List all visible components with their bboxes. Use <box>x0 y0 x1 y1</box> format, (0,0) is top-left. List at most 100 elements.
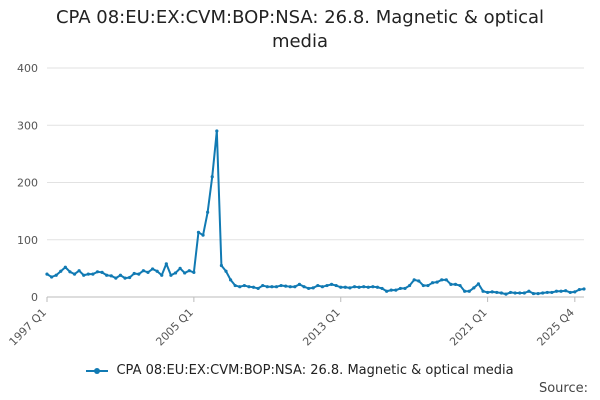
data-point <box>531 291 536 296</box>
data-point <box>196 230 201 234</box>
data-point <box>522 291 526 295</box>
data-point <box>118 273 123 277</box>
data-point <box>128 275 132 280</box>
data-point <box>568 290 572 295</box>
data-point <box>463 289 467 293</box>
data-point <box>178 266 182 270</box>
data-point <box>449 282 453 287</box>
data-point <box>366 285 370 289</box>
data-point <box>495 290 499 295</box>
data-point <box>72 272 77 276</box>
data-point <box>242 283 246 288</box>
data-point <box>582 287 586 291</box>
data-point <box>210 175 214 179</box>
data-point <box>228 278 233 282</box>
data-point <box>334 283 338 288</box>
data-point <box>417 279 421 283</box>
data-point <box>508 290 513 295</box>
data-point <box>86 272 90 276</box>
y-tick-label: 400 <box>17 62 38 75</box>
data-point <box>472 286 476 290</box>
data-point <box>348 286 352 290</box>
data-point <box>541 291 545 295</box>
y-tick-label: 100 <box>17 234 38 247</box>
data-point <box>476 282 481 286</box>
data-point <box>380 286 384 291</box>
data-point <box>173 271 178 275</box>
x-tick-label: 1997 Q1 <box>7 306 50 349</box>
data-point <box>343 285 347 289</box>
data-point <box>527 289 531 293</box>
chart-legend: CPA 08:EU:EX:CVM:BOP:NSA: 26.8. Magnetic… <box>0 363 600 378</box>
legend-line-marker-icon <box>86 366 109 376</box>
data-point <box>238 285 242 289</box>
data-point <box>435 280 439 284</box>
data-point <box>164 262 168 266</box>
x-tick-label: 2013 Q1 <box>300 306 343 349</box>
data-point <box>68 270 72 274</box>
source-label: Source: <box>538 381 588 396</box>
chart-title: CPA 08:EU:EX:CVM:BOP:NSA: 26.8. Magnetic… <box>55 7 545 52</box>
data-point <box>91 272 95 276</box>
data-point <box>77 269 81 273</box>
data-point <box>63 265 67 269</box>
legend-series-label: CPA 08:EU:EX:CVM:BOP:NSA: 26.8. Magnetic… <box>116 363 514 378</box>
data-point <box>518 291 522 295</box>
data-point <box>554 289 559 293</box>
data-point <box>371 285 375 289</box>
data-point <box>82 273 86 277</box>
data-point <box>481 289 485 293</box>
data-point <box>339 285 343 289</box>
data-point <box>458 283 462 288</box>
data-point <box>407 283 412 288</box>
data-point <box>559 289 563 293</box>
data-point <box>577 287 582 292</box>
data-point <box>123 276 127 280</box>
data-point <box>270 285 274 289</box>
data-point <box>146 270 150 274</box>
data-point <box>224 269 228 273</box>
data-point <box>302 285 306 289</box>
data-point <box>564 289 568 293</box>
data-point <box>206 210 210 214</box>
data-point <box>284 284 288 288</box>
data-point <box>141 269 145 273</box>
data-point <box>293 285 297 289</box>
data-point <box>320 285 324 289</box>
data-point <box>467 289 471 293</box>
data-point <box>256 286 260 291</box>
data-point <box>307 286 311 291</box>
x-tick-label: 2021 Q1 <box>447 306 490 349</box>
data-point <box>251 285 256 289</box>
data-point <box>247 285 251 289</box>
data-point <box>132 271 136 276</box>
data-point <box>536 291 540 296</box>
data-point <box>398 286 403 291</box>
data-point <box>316 283 320 288</box>
data-point <box>109 274 113 278</box>
data-point <box>499 291 503 295</box>
data-point <box>513 291 517 295</box>
data-point <box>95 270 100 274</box>
y-tick-label: 200 <box>17 177 38 190</box>
data-point <box>49 275 54 279</box>
data-point <box>444 278 448 282</box>
data-point <box>297 282 302 287</box>
data-point <box>573 290 577 294</box>
data-point <box>394 288 398 292</box>
data-point <box>375 285 380 289</box>
data-point <box>389 288 393 292</box>
data-point <box>219 263 224 268</box>
data-point <box>215 129 219 133</box>
x-tick-label: 2005 Q1 <box>153 306 196 349</box>
data-point <box>453 282 458 287</box>
data-point <box>137 272 141 276</box>
data-point <box>430 281 435 285</box>
data-point <box>352 285 357 289</box>
x-tick-label: 2025 Q4 <box>534 306 577 349</box>
data-point <box>54 273 58 277</box>
data-point <box>279 283 283 288</box>
data-point <box>421 283 425 288</box>
data-point <box>311 286 315 290</box>
